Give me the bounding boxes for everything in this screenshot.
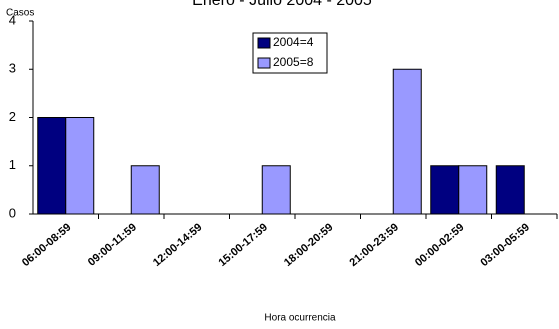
legend-label: 2005=8: [273, 55, 314, 69]
x-tick-label: 15:00-17:59: [216, 221, 270, 269]
x-axis-label: Hora ocurrencia: [264, 313, 336, 324]
legend: 2004=4 2005=8: [252, 32, 328, 74]
bar: [392, 68, 422, 215]
bar: [495, 165, 525, 215]
x-tick-label: 09:00-11:59: [86, 221, 139, 268]
legend-swatch: [257, 37, 271, 49]
y-tick-label: 4: [9, 12, 16, 27]
y-tick-label: 3: [9, 61, 16, 76]
bar: [37, 117, 67, 215]
y-tick-label: 2: [9, 109, 16, 124]
bar: [65, 117, 95, 215]
x-tick-label: 03:00-05:59: [478, 221, 532, 269]
x-tick-label: 18:00-20:59: [282, 221, 336, 269]
x-tick-label: 12:00-14:59: [151, 221, 205, 269]
bar: [261, 165, 291, 215]
y-tick-label: 0: [9, 205, 16, 220]
y-axis-label: Casos: [6, 8, 34, 19]
chart-title: Enero - Julio 2004 - 2005: [192, 0, 372, 9]
y-tick-label: 1: [9, 157, 16, 172]
bar: [458, 165, 488, 215]
legend-label: 2004=4: [273, 35, 314, 49]
x-tick-label: 21:00-23:59: [347, 221, 401, 269]
bar: [430, 165, 460, 215]
x-tick-label: 00:00-02:59: [413, 221, 467, 269]
x-tick-label: 06:00-08:59: [20, 221, 74, 269]
bar: [130, 165, 160, 215]
legend-swatch: [257, 57, 271, 69]
